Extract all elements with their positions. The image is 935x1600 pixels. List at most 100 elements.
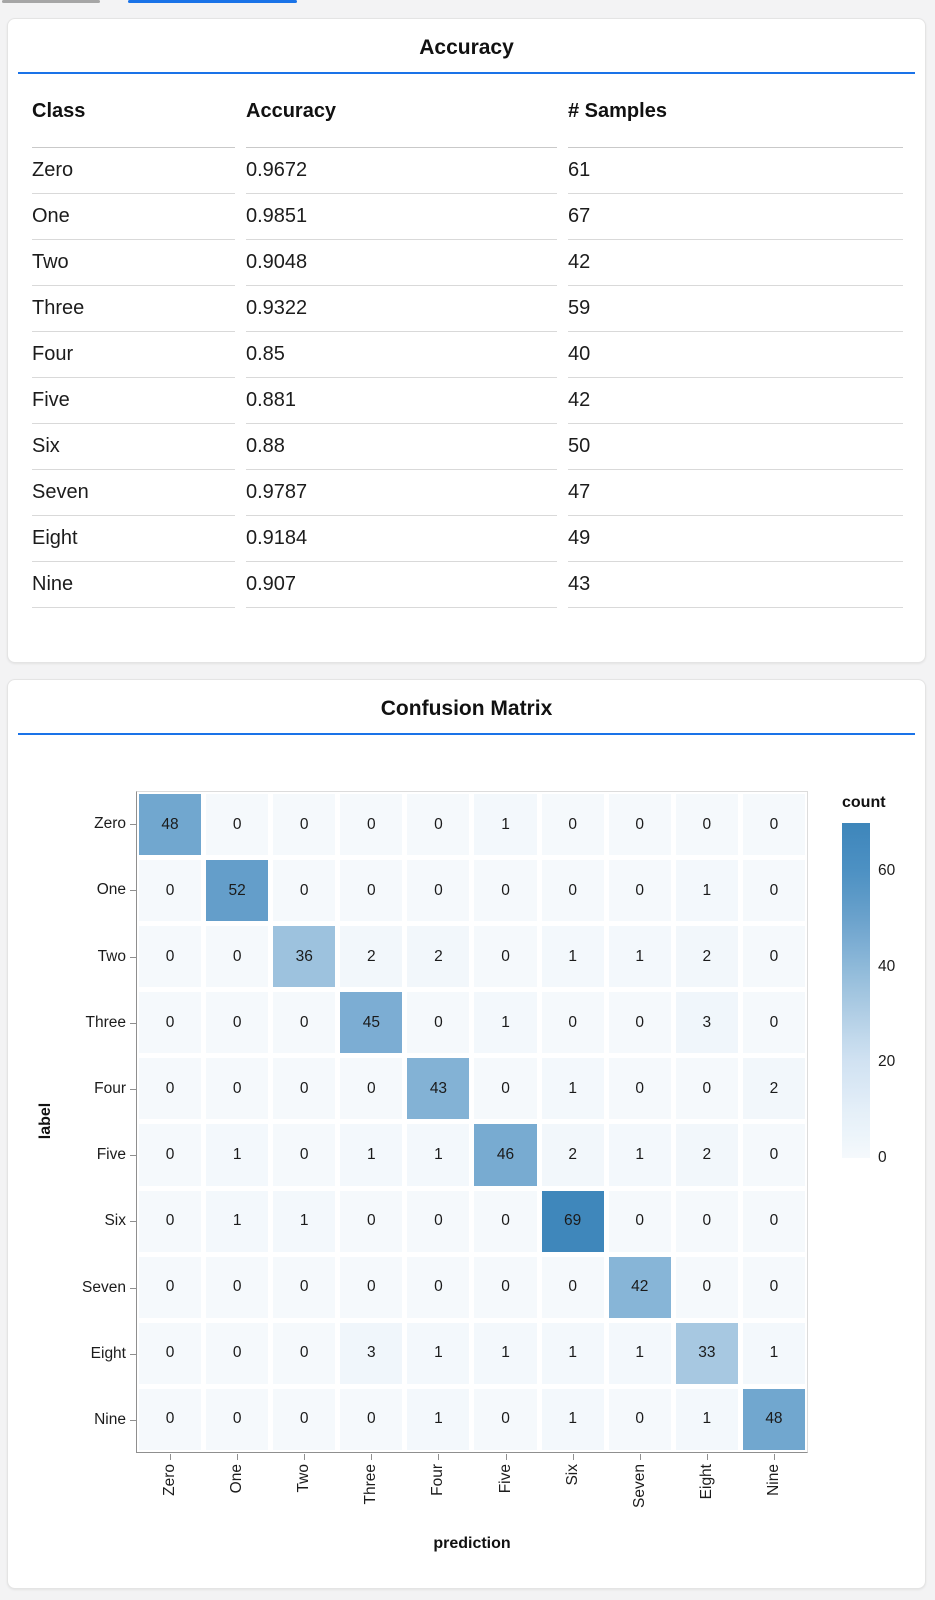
- table-row: Three 0.9322 59: [32, 286, 903, 332]
- y-axis-tick: [130, 1088, 136, 1090]
- x-axis-tick: [572, 1454, 574, 1460]
- x-axis-tick: [438, 1454, 440, 1460]
- heatmap-cell: 1: [608, 1124, 671, 1186]
- column-header: # Samples: [568, 96, 903, 148]
- heatmap-cell: 0: [206, 992, 269, 1054]
- heatmap-cell: 2: [675, 926, 738, 988]
- heatmap-cell: 0: [139, 1256, 202, 1318]
- heatmap-cell: 1: [742, 1322, 805, 1384]
- x-axis-tick: [774, 1454, 776, 1460]
- x-axis-tick: [707, 1454, 709, 1460]
- heatmap-cell: 0: [273, 1322, 336, 1384]
- top-blue-indicator-bar: [128, 0, 297, 3]
- table-row: Zero 0.9672 61: [32, 148, 903, 194]
- heatmap-cell: 0: [273, 1124, 336, 1186]
- table-cell: Four: [32, 332, 235, 378]
- table-row: Nine 0.907 43: [32, 562, 903, 608]
- heatmap-grid: 48 0 0 0 0 1 0 0 0 0 0 52 0 0 0 0 0 0 1 0 0 0 36 2 2 0 1 1 2 0 0 0 0 45 0 1…: [136, 791, 808, 1453]
- heatmap-cell: 2: [340, 926, 403, 988]
- table-cell: Zero: [32, 148, 235, 194]
- table-cell: 47: [568, 470, 903, 516]
- heatmap-cell: 0: [273, 992, 336, 1054]
- table-cell: 0.85: [246, 332, 557, 378]
- heatmap-cell: 0: [273, 1058, 336, 1120]
- y-axis-tick-label: Four: [94, 1079, 126, 1097]
- table-cell: 0.88: [246, 424, 557, 470]
- y-axis-tick-label: One: [96, 881, 126, 899]
- legend-tick-label: 60: [878, 861, 896, 879]
- heatmap-cell: 0: [541, 794, 604, 856]
- x-axis-tick-label: Nine: [765, 1464, 783, 1496]
- table-cell: 0.907: [246, 562, 557, 608]
- table-cell: 0.9672: [246, 148, 557, 194]
- heatmap-cell: 1: [407, 1322, 470, 1384]
- table-row: Five 0.881 42: [32, 378, 903, 424]
- table-cell: Six: [32, 424, 235, 470]
- heatmap-cell: 0: [206, 926, 269, 988]
- x-axis-tick: [371, 1454, 373, 1460]
- heatmap-cell: 2: [742, 1058, 805, 1120]
- heatmap-cell: 1: [474, 1322, 537, 1384]
- heatmap-cell: 2: [407, 926, 470, 988]
- column-header: Class: [32, 96, 235, 148]
- table-row: One 0.9851 67: [32, 194, 903, 240]
- table-cell: 43: [568, 562, 903, 608]
- table-cell: 0.9048: [246, 240, 557, 286]
- accuracy-title-divider: [18, 72, 915, 74]
- table-cell: One: [32, 194, 235, 240]
- heatmap-cell: 48: [742, 1388, 805, 1450]
- heatmap-cell: 0: [139, 1388, 202, 1450]
- table-cell: 67: [568, 194, 903, 240]
- heatmap-cell: 0: [407, 794, 470, 856]
- x-axis-tick: [505, 1454, 507, 1460]
- heatmap-cell: 0: [474, 1058, 537, 1120]
- heatmap-cell: 0: [273, 1256, 336, 1318]
- heatmap-cell: 0: [474, 1256, 537, 1318]
- heatmap-cell: 1: [541, 1322, 604, 1384]
- heatmap-cell: 0: [407, 992, 470, 1054]
- x-axis-title: prediction: [433, 1535, 511, 1552]
- heatmap-cell: 0: [206, 1322, 269, 1384]
- heatmap-cell: 48: [139, 794, 202, 856]
- x-axis-tick: [236, 1454, 238, 1460]
- heatmap-cell: 36: [273, 926, 336, 988]
- y-axis-tick-label: Nine: [94, 1410, 126, 1428]
- heatmap-cell: 0: [608, 1388, 671, 1450]
- x-axis-tick: [640, 1454, 641, 1460]
- heatmap-cell: 0: [273, 860, 336, 922]
- heatmap-cell: 1: [273, 1190, 336, 1252]
- heatmap-cell: 0: [608, 1190, 671, 1252]
- x-axis-tick-label: Seven: [631, 1464, 648, 1508]
- y-axis-tick-label: Six: [104, 1212, 126, 1230]
- y-axis-tick-label: Zero: [94, 815, 126, 833]
- x-axis-tick-label: Two: [295, 1464, 312, 1493]
- x-axis-tick: [304, 1454, 305, 1460]
- x-axis-tick-label: Zero: [160, 1464, 178, 1496]
- heatmap-cell: 1: [675, 1388, 738, 1450]
- heatmap-cell: 69: [541, 1190, 604, 1252]
- heatmap-cell: 0: [541, 992, 604, 1054]
- heatmap-cell: 0: [742, 860, 805, 922]
- table-cell: 61: [568, 148, 903, 194]
- heatmap-cell: 0: [139, 1058, 202, 1120]
- heatmap-cell: 0: [675, 1190, 738, 1252]
- heatmap-cell: 45: [340, 992, 403, 1054]
- heatmap-cell: 0: [139, 992, 202, 1054]
- heatmap-cell: 0: [474, 926, 537, 988]
- heatmap-cell: 52: [206, 860, 269, 922]
- confusion-title-divider: [18, 733, 915, 735]
- table-cell: 42: [568, 240, 903, 286]
- y-axis-tick: [130, 1221, 136, 1223]
- heatmap-cell: 0: [608, 1058, 671, 1120]
- legend-tick-label: 20: [878, 1053, 896, 1071]
- y-axis-tick: [130, 956, 136, 958]
- heatmap-cell: 1: [474, 794, 537, 856]
- y-axis-tick: [130, 1419, 136, 1421]
- heatmap-cell: 0: [407, 1256, 470, 1318]
- heatmap-cell: 3: [340, 1322, 403, 1384]
- heatmap-cell: 0: [608, 794, 671, 856]
- y-axis-tick-label: Seven: [82, 1278, 126, 1296]
- x-axis-tick-label: One: [227, 1464, 245, 1494]
- heatmap-cell: 0: [340, 1190, 403, 1252]
- y-axis-tick: [130, 1155, 136, 1157]
